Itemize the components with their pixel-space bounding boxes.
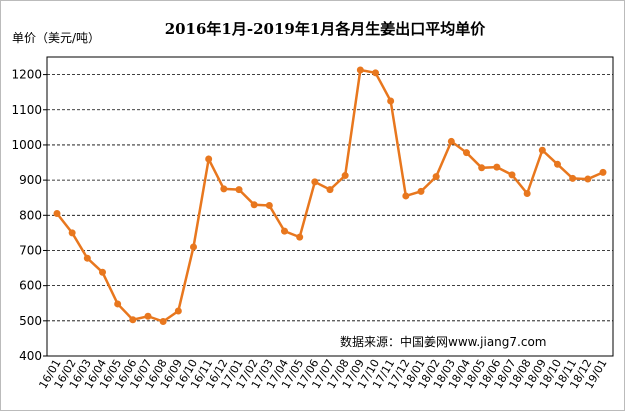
point [83,254,91,262]
point [326,186,334,194]
point [554,160,561,168]
point [463,149,470,157]
point [478,164,486,172]
y-tick-label: 1000 [11,138,42,152]
point [174,307,182,315]
point [296,233,304,241]
point [432,173,440,181]
y-tick-label: 400 [19,349,42,363]
y-tick-label: 800 [19,208,42,222]
y-tick-label: 600 [19,279,42,293]
point [538,146,546,154]
y-axis-label: 单价（美元/吨） [12,31,100,45]
point [205,155,213,163]
point [250,201,258,209]
y-tick-label: 1200 [11,68,42,82]
point [144,312,152,320]
annotation: 数据来源：中国姜网www.jiang7.com [340,334,546,349]
point [508,171,516,179]
point [493,163,501,171]
point [235,186,243,194]
point [281,227,288,235]
point [68,229,76,237]
y-tick-label: 700 [19,243,42,257]
point [265,201,273,209]
point [599,168,607,176]
point [114,300,122,308]
point [387,97,395,105]
point [341,172,349,180]
point [53,210,61,218]
y-tick-label: 900 [19,173,42,187]
chart-title: 2016年1月-2019年1月各月生姜出口平均单价 [165,20,487,38]
point [190,243,197,251]
point [99,268,106,276]
point [584,175,592,183]
point [417,187,425,195]
point [311,178,319,186]
point [569,174,577,182]
point [523,189,531,197]
point [372,69,379,77]
point [402,192,410,200]
point [447,137,455,145]
point [356,66,364,74]
point [129,316,137,324]
y-tick-label: 1100 [11,103,42,117]
y-tick-label: 500 [19,314,42,328]
point [220,185,228,193]
point [159,318,167,326]
